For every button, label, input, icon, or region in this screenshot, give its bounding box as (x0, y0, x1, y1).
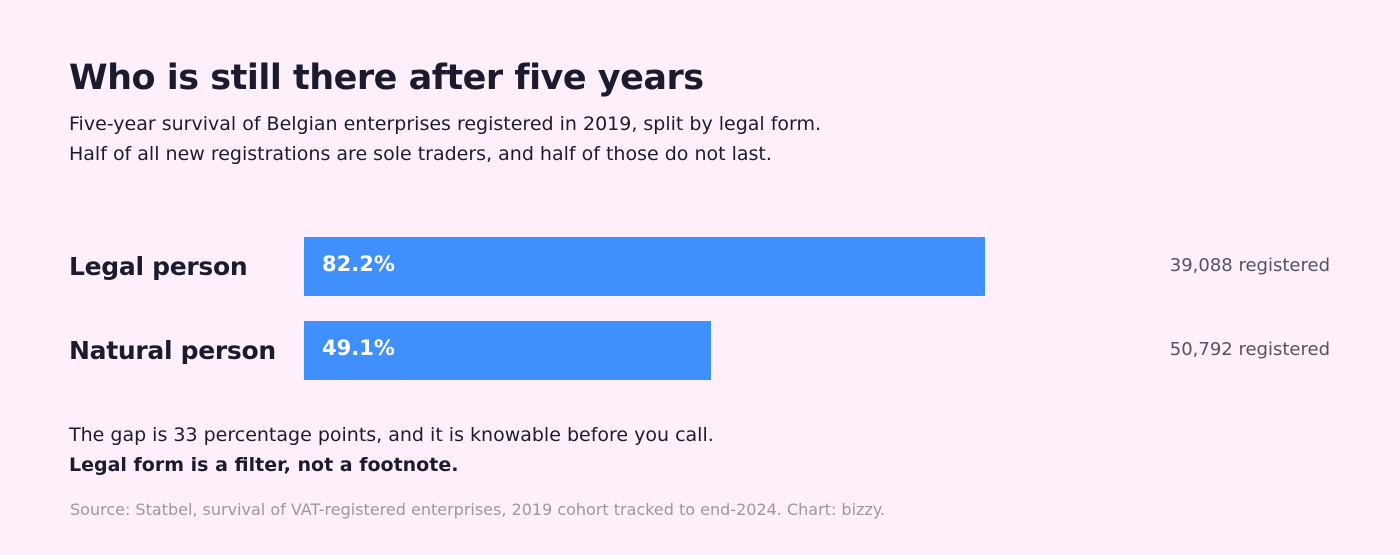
bar-row: Natural person 49.1% 50,792 registered (0, 321, 1400, 380)
chart-title: Who is still there after five years (69, 58, 704, 98)
category-label: Natural person (69, 336, 276, 365)
bar-value-label: 49.1% (322, 336, 395, 360)
conclusion-note: Legal form is a filter, not a footnote. (69, 454, 459, 476)
bar-row: Legal person 82.2% 39,088 registered (0, 237, 1400, 296)
chart-subtitle-line-2: Half of all new registrations are sole t… (69, 143, 772, 165)
source-note: Source: Statbel, survival of VAT-registe… (70, 500, 886, 519)
bar (304, 321, 712, 380)
bar-value-label: 82.2% (322, 252, 395, 276)
registered-count: 39,088 registered (1169, 255, 1330, 276)
category-label: Legal person (69, 252, 248, 281)
registered-count: 50,792 registered (1169, 339, 1330, 360)
gap-note: The gap is 33 percentage points, and it … (69, 424, 714, 446)
chart-subtitle-line-1: Five-year survival of Belgian enterprise… (69, 113, 822, 135)
bar (304, 237, 986, 296)
